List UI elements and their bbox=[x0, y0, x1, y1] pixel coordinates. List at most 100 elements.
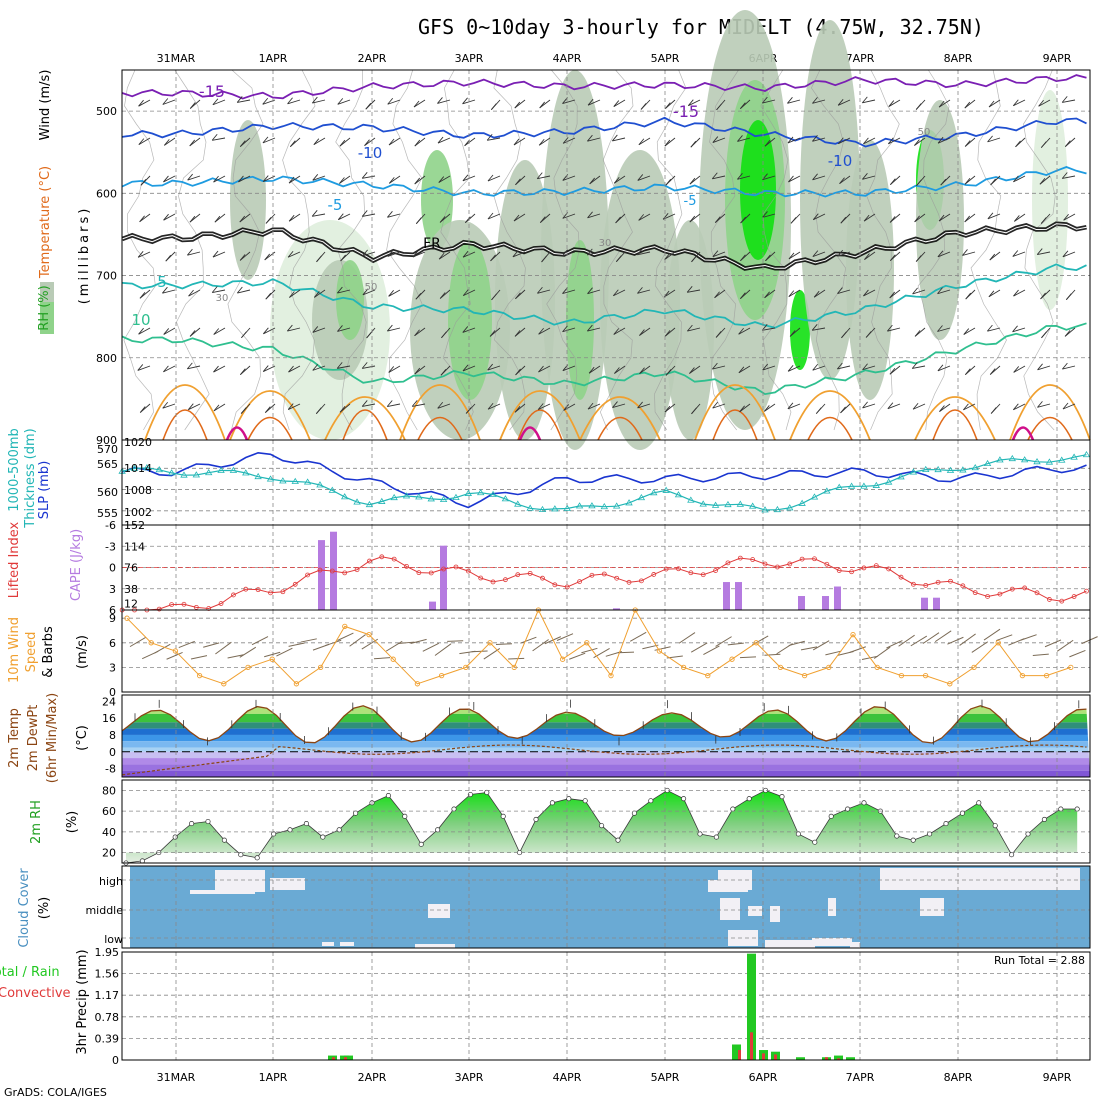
wind-barb-flag bbox=[340, 254, 346, 262]
wind-barb-flag bbox=[312, 174, 319, 181]
wind-barb bbox=[487, 213, 501, 220]
date-tick-top: 1APR bbox=[259, 52, 288, 65]
wind-barb-flag bbox=[337, 98, 344, 105]
thickness-marker bbox=[279, 477, 287, 484]
wind-barb bbox=[212, 137, 226, 141]
warm-contour bbox=[517, 409, 563, 441]
wind-barb-flag bbox=[362, 249, 368, 257]
wind-barb bbox=[762, 175, 776, 181]
contour-label: 50 bbox=[918, 127, 931, 138]
wind-barb-flag bbox=[187, 173, 193, 181]
wind-barb-flag bbox=[637, 287, 643, 294]
rh-contour bbox=[760, 69, 792, 431]
bottom-date-axis: 31MAR 1APR 2APR 3APR 4APR 5APR 6APR 7APR 8APR 9AP… bbox=[157, 1071, 1072, 1084]
wind-barb-flag bbox=[937, 250, 944, 258]
wind-barb-flag bbox=[440, 369, 447, 376]
wind-barb-flag bbox=[1013, 366, 1020, 373]
wind-barb bbox=[937, 137, 951, 144]
wind-speed-marker bbox=[801, 672, 808, 679]
wind-barb bbox=[1062, 99, 1076, 103]
rh-marker bbox=[1058, 806, 1064, 812]
wind-barb bbox=[839, 175, 851, 185]
wind10-barb bbox=[873, 646, 891, 659]
wind-barb-flag bbox=[411, 400, 418, 407]
wind10-barb bbox=[337, 632, 354, 641]
wind-barb-flag bbox=[812, 250, 819, 257]
wind-barb-flag bbox=[636, 248, 643, 256]
wind-barb-flag bbox=[239, 254, 246, 261]
wind-barb-flag bbox=[716, 103, 722, 111]
wind10-barb bbox=[434, 643, 452, 656]
wind-barb bbox=[137, 365, 151, 371]
wind-barb-flag bbox=[162, 401, 169, 409]
date-tick-top: 31MAR bbox=[157, 52, 196, 65]
wind-speed-marker bbox=[680, 664, 687, 671]
wind-barb bbox=[812, 251, 826, 258]
wind-barb bbox=[914, 213, 926, 223]
cape-bar bbox=[429, 601, 436, 610]
slp-tick: 1002 bbox=[124, 506, 152, 519]
thickness-marker bbox=[946, 466, 955, 473]
rh-marker bbox=[484, 789, 490, 796]
wind-barb-flag bbox=[313, 291, 320, 298]
rh-marker bbox=[1025, 831, 1031, 837]
wind-barb-flag bbox=[438, 252, 445, 260]
thickness-marker bbox=[600, 502, 609, 510]
wind-barb-flag bbox=[489, 330, 496, 337]
lifted-index-marker bbox=[787, 561, 793, 567]
wind-barb-flag bbox=[262, 136, 269, 144]
y-axis-label: CAPE (J/kg) bbox=[69, 529, 84, 601]
wind-barb-flag bbox=[162, 286, 168, 294]
cloud-cover-panel: high middle low Cloud Cover (%) bbox=[17, 865, 1091, 949]
wind-barb bbox=[212, 99, 226, 106]
wind-barb bbox=[337, 289, 351, 294]
wind-speed-marker bbox=[172, 648, 179, 654]
wind-barb bbox=[414, 175, 426, 185]
wind-barb-flag bbox=[413, 100, 420, 108]
cloud-block bbox=[322, 942, 334, 946]
wind-barb-flag bbox=[691, 407, 697, 415]
rh-marker bbox=[828, 813, 834, 819]
thickness-marker bbox=[316, 481, 324, 488]
wind-barb bbox=[312, 327, 326, 333]
date-tick-top: 3APR bbox=[455, 52, 484, 65]
wind-barb-flag bbox=[964, 177, 971, 185]
temp-band bbox=[122, 758, 1090, 765]
rh-shading bbox=[448, 240, 492, 400]
wind-barb bbox=[362, 175, 376, 179]
wind-barb-flag bbox=[361, 400, 368, 407]
wind10-barb bbox=[129, 636, 147, 648]
rh-marker bbox=[910, 837, 916, 843]
wind-barb-flag bbox=[1012, 250, 1019, 257]
thickness-marker bbox=[736, 500, 745, 507]
y-axis-label: Cloud Cover bbox=[17, 868, 32, 948]
wind-barb-flag bbox=[315, 407, 322, 414]
lifted-index-marker bbox=[948, 578, 953, 584]
wind-tick: 0 bbox=[109, 686, 116, 699]
wind-barb-flag bbox=[689, 177, 696, 185]
wind-barb-flag bbox=[264, 406, 271, 413]
wind-barb bbox=[937, 365, 951, 372]
precip-total-bar bbox=[796, 1057, 805, 1060]
wind-barb-flag bbox=[513, 138, 520, 146]
wind-speed-marker bbox=[777, 664, 784, 671]
rh-shading bbox=[846, 140, 894, 400]
thickness-marker bbox=[884, 478, 893, 485]
wind-barb bbox=[837, 251, 851, 257]
wind-barb-flag bbox=[237, 286, 243, 294]
wind10-barb bbox=[934, 630, 952, 643]
wind10-barb bbox=[508, 657, 525, 660]
wind-speed-marker bbox=[850, 631, 856, 638]
lifted-index-marker bbox=[898, 574, 904, 580]
hot-contour bbox=[518, 426, 542, 441]
wind-speed-marker bbox=[1019, 672, 1026, 679]
wind-barb-flag bbox=[313, 138, 320, 145]
lifted-index-marker bbox=[774, 564, 780, 570]
lifted-index-marker bbox=[762, 561, 768, 567]
wind-barb-flag bbox=[162, 98, 169, 105]
wind10-barb bbox=[617, 651, 635, 654]
lifted-index-marker bbox=[577, 579, 582, 584]
wind-barb bbox=[912, 289, 926, 295]
thickness-marker bbox=[810, 493, 819, 500]
wind-barb bbox=[287, 327, 301, 332]
